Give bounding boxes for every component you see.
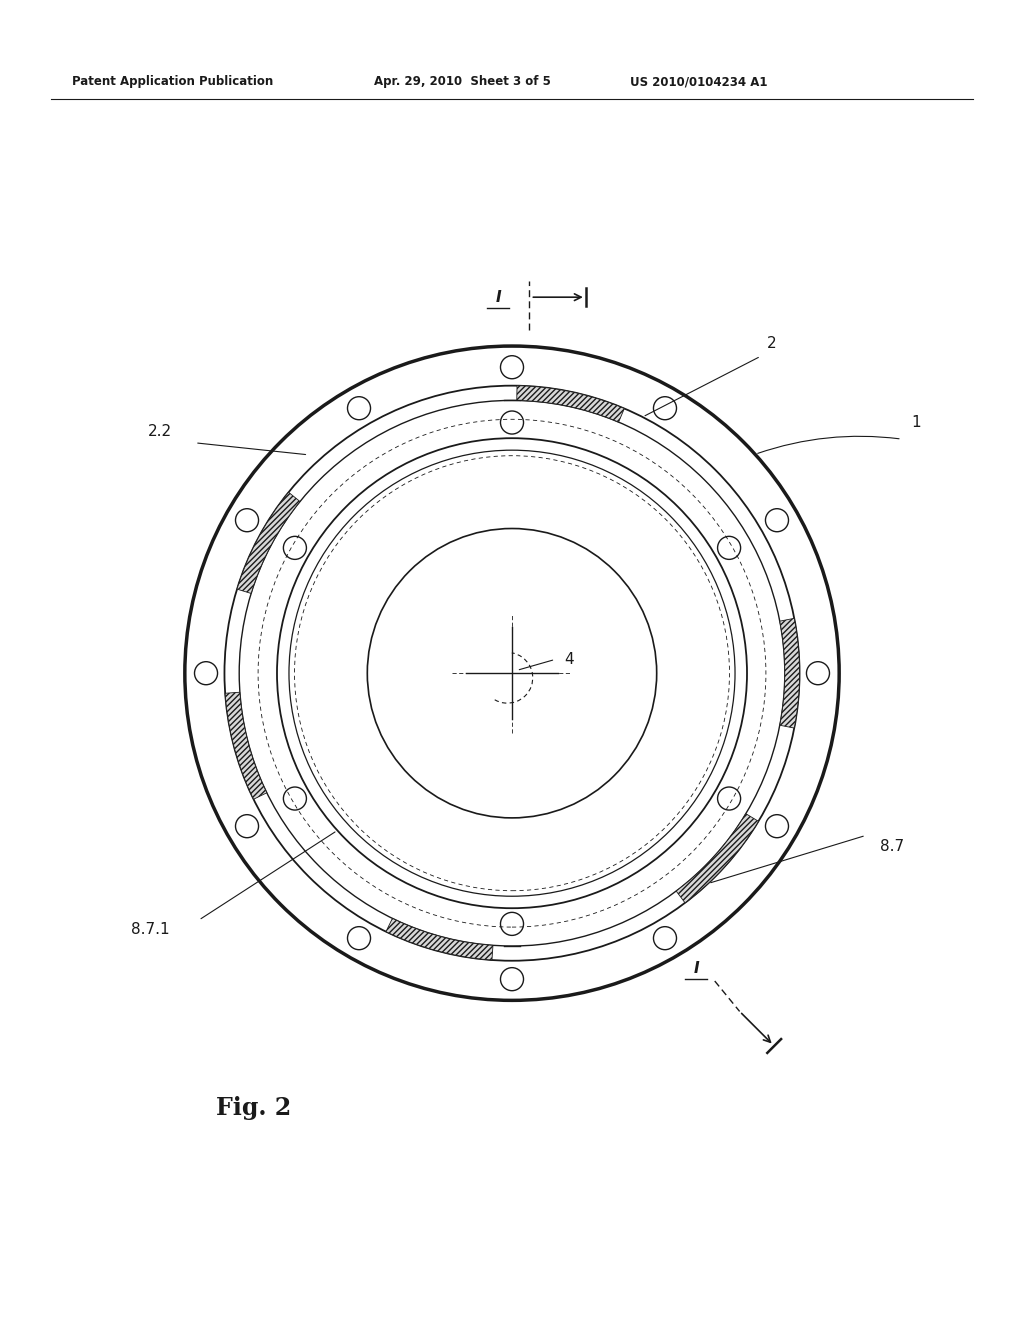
Text: 2: 2 [767, 335, 776, 351]
Text: 8.7.1: 8.7.1 [131, 921, 170, 937]
Polygon shape [225, 692, 267, 799]
Text: US 2010/0104234 A1: US 2010/0104234 A1 [630, 75, 767, 88]
Polygon shape [676, 813, 759, 903]
Polygon shape [386, 919, 493, 960]
Text: 4: 4 [564, 652, 573, 667]
Text: Patent Application Publication: Patent Application Publication [72, 75, 273, 88]
Text: 2.2: 2.2 [147, 424, 172, 440]
Polygon shape [237, 492, 300, 594]
Text: I: I [496, 289, 501, 305]
Text: 1: 1 [911, 414, 921, 430]
Polygon shape [517, 385, 625, 422]
Text: Apr. 29, 2010  Sheet 3 of 5: Apr. 29, 2010 Sheet 3 of 5 [374, 75, 551, 88]
Text: 8.7: 8.7 [880, 840, 904, 854]
Text: I: I [693, 961, 699, 975]
Polygon shape [780, 618, 800, 729]
Text: Fig. 2: Fig. 2 [216, 1096, 292, 1121]
